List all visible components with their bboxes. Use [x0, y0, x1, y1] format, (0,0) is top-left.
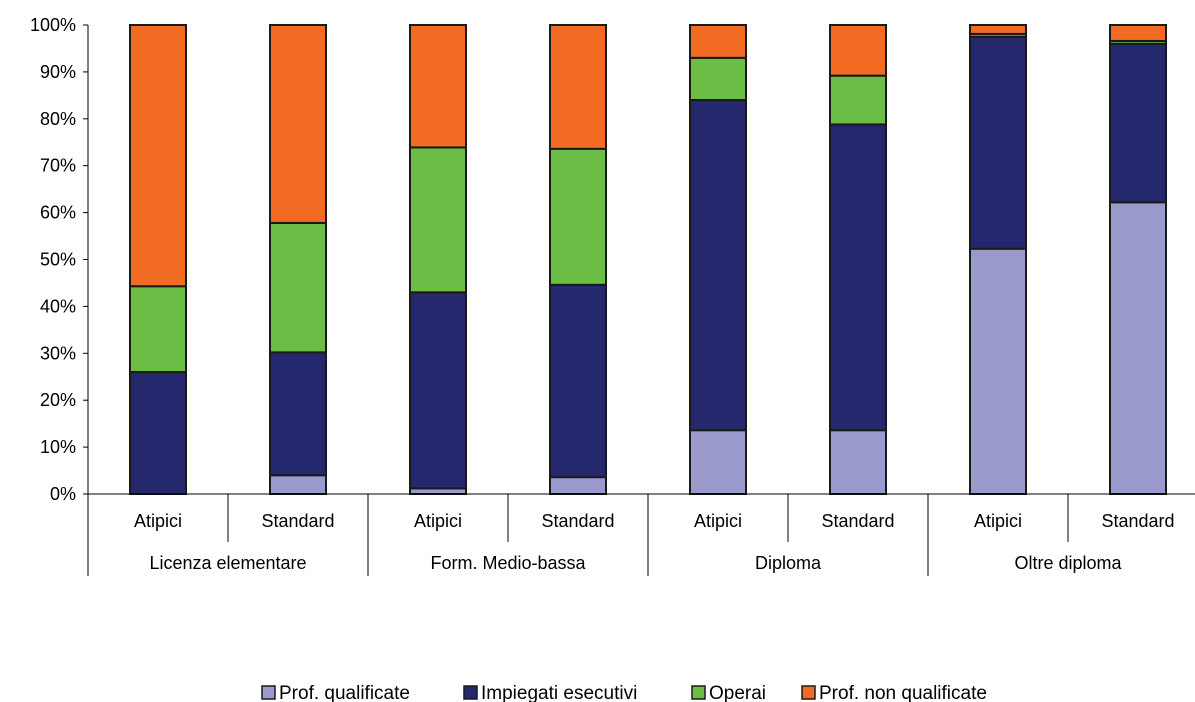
x-tick-label: Standard [261, 511, 334, 531]
x-tick-label: Atipici [134, 511, 182, 531]
bar-segment [549, 283, 607, 479]
legend-swatch [463, 685, 478, 700]
x-axis: Atipici Standard Atipici Standard Atipici Sta… [87, 493, 1195, 576]
x-group-label: Oltre diploma [1014, 553, 1122, 573]
bar-segment [1109, 42, 1167, 204]
y-tick-label: 60% [40, 203, 76, 223]
bar-segment [129, 24, 187, 288]
x-tick-label: Standard [821, 511, 894, 531]
legend-item: Operai [691, 683, 766, 702]
bar-segment [549, 147, 607, 286]
y-axis: 0% 10% 20% 30% 40% 50% 60% 70% 80% 90% 100% [30, 15, 89, 504]
x-tick-label: Atipici [694, 511, 742, 531]
y-tick-label: 70% [40, 156, 76, 176]
legend-item: Impiegati esecutivi [463, 683, 637, 702]
legend-swatch [691, 685, 706, 700]
bar-segment [269, 24, 327, 224]
legend-label: Prof. non qualificate [819, 683, 987, 702]
y-tick-label: 10% [40, 437, 76, 457]
y-tick-label: 50% [40, 250, 76, 270]
bar-segment [269, 474, 327, 495]
x-tick-label: Atipici [414, 511, 462, 531]
legend: Prof. qualificate Impiegati esecutivi Oper… [261, 683, 987, 702]
x-tick-label: Atipici [974, 511, 1022, 531]
bar-segment [129, 285, 187, 374]
bars [129, 24, 1167, 496]
legend-item: Prof. qualificate [261, 683, 410, 702]
bar-segment [689, 56, 747, 102]
x-group-label: Diploma [755, 553, 822, 573]
bar-segment [689, 24, 747, 59]
legend-label: Impiegati esecutivi [481, 683, 637, 702]
bar-segment [1109, 24, 1167, 42]
y-tick-label: 80% [40, 109, 76, 129]
y-tick-label: 90% [40, 62, 76, 82]
bar-segment [689, 429, 747, 496]
x-group-label: Licenza elementare [149, 553, 306, 573]
y-tick-label: 20% [40, 390, 76, 410]
bar-segment [969, 24, 1027, 35]
y-tick-label: 40% [40, 296, 76, 316]
bar-segment [689, 99, 747, 432]
bar-segment [829, 429, 887, 496]
bar-segment [829, 123, 887, 432]
bar-segment [969, 247, 1027, 495]
bar-segment [829, 24, 887, 77]
legend-label: Prof. qualificate [279, 683, 410, 702]
bar-segment [969, 35, 1027, 250]
y-tick-label: 0% [50, 484, 76, 504]
bar-segment [829, 74, 887, 126]
legend-swatch [801, 685, 816, 700]
bar-segment [269, 351, 327, 477]
bar-segment [1109, 201, 1167, 495]
y-tick-label: 100% [30, 15, 76, 35]
legend-item: Prof. non qualificate [801, 683, 987, 702]
bar-segment [549, 476, 607, 495]
y-tick-label: 30% [40, 343, 76, 363]
bar-segment [409, 146, 467, 294]
legend-swatch [261, 685, 276, 700]
bar-segment [129, 371, 187, 495]
x-tick-label: Standard [541, 511, 614, 531]
x-tick-label: Standard [1101, 511, 1174, 531]
bar-segment [409, 291, 467, 490]
bar-segment [409, 24, 467, 149]
bar-segment [269, 221, 327, 354]
legend-label: Operai [709, 683, 766, 702]
x-group-label: Form. Medio-bassa [430, 553, 586, 573]
bar-segment [549, 24, 607, 150]
